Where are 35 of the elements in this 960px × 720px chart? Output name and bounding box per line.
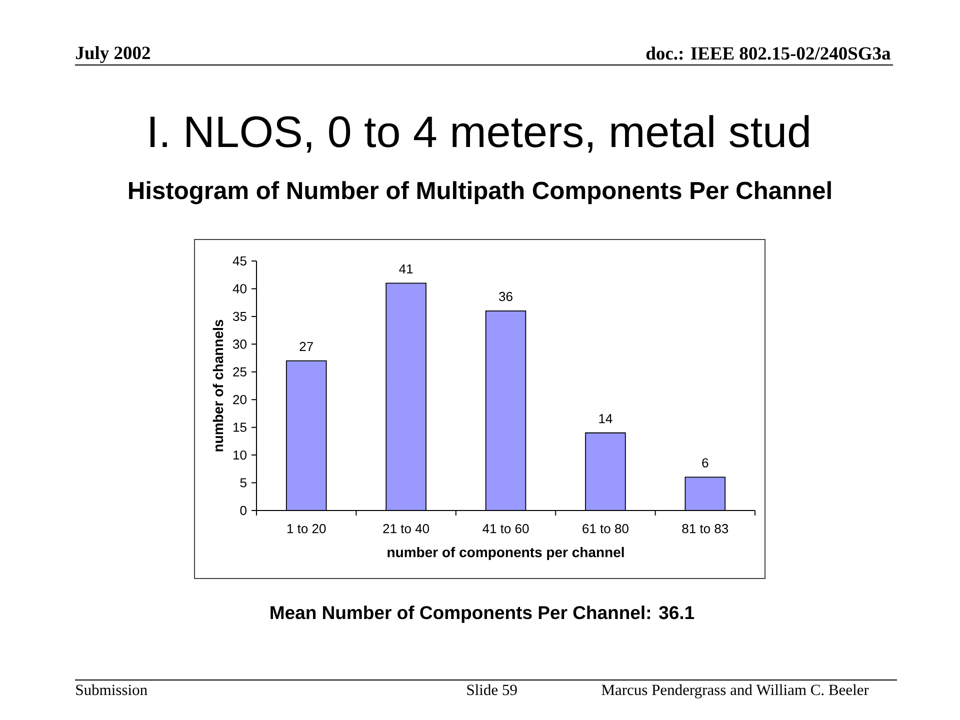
data-label: 27 bbox=[300, 342, 313, 352]
y-tick-label: 15 bbox=[234, 422, 246, 432]
text: Mean Number of Components Per Channel: 36.1 bbox=[270, 606, 694, 623]
bar bbox=[386, 283, 426, 510]
x-tick-label: 21 to 40 bbox=[383, 524, 430, 534]
y-tick-label: 5 bbox=[240, 478, 246, 488]
bar bbox=[486, 310, 526, 510]
data-label: 14 bbox=[599, 414, 612, 424]
y-tick-label: 0 bbox=[240, 506, 246, 516]
x-axis-title: number of components per channel bbox=[388, 546, 624, 560]
text: Marcus Pendergrass and William C. Beeler bbox=[602, 684, 869, 698]
data-label: 36 bbox=[499, 292, 512, 302]
y-tick-label: 35 bbox=[233, 312, 246, 322]
y-tick-label: 25 bbox=[233, 367, 246, 376]
bar bbox=[586, 432, 626, 510]
bar bbox=[684, 476, 726, 510]
x-tick-label: 61 to 80 bbox=[582, 524, 628, 534]
y-tick-label: 30 bbox=[233, 340, 246, 349]
data-label: 41 bbox=[399, 264, 413, 274]
y-tick-label: 45 bbox=[232, 256, 246, 266]
chart-subtitle: Histogram of Number of Multipath Components Per Channel bbox=[129, 181, 831, 204]
text: doc.: IEEE 802.15-02/240SG3a bbox=[646, 46, 891, 60]
text: Slide 59 bbox=[467, 684, 517, 696]
x-tick-label: 1 to 20 bbox=[287, 524, 326, 534]
x-tick-label: 81 to 83 bbox=[682, 524, 728, 534]
y-tick-label: 10 bbox=[234, 450, 246, 460]
data-label: 6 bbox=[702, 458, 708, 468]
bar bbox=[286, 360, 326, 510]
x-tick-label: 41 to 60 bbox=[482, 524, 529, 534]
y-tick-label: 40 bbox=[232, 284, 246, 294]
text: July 2002 bbox=[76, 46, 150, 63]
y-axis-title: number of channels bbox=[212, 320, 224, 452]
chart-title: I. NLOS, 0 to 4 meters, metal stud bbox=[150, 115, 809, 153]
y-tick-label: 20 bbox=[233, 395, 246, 404]
text: Submission bbox=[76, 684, 148, 696]
